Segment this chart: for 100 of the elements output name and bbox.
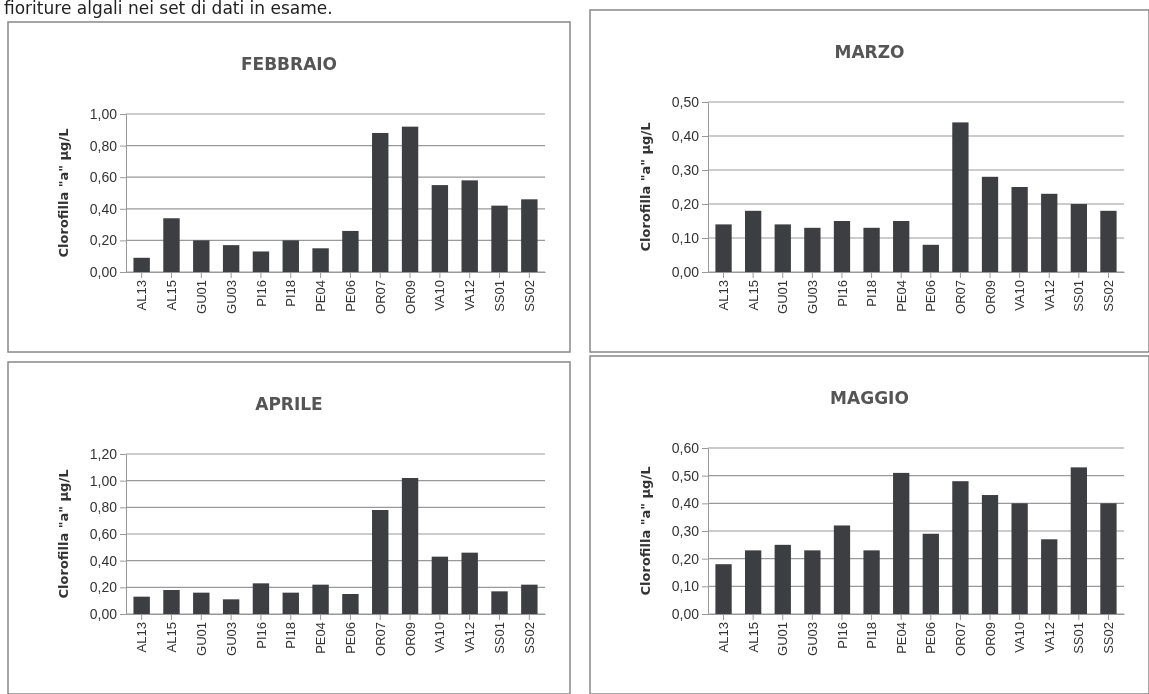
x-tick-label: PE06 [923, 280, 939, 312]
y-tick-label: 0,20 [89, 232, 118, 249]
x-tick-label: SS02 [1101, 622, 1117, 654]
bar [981, 495, 999, 614]
bar [1011, 187, 1028, 272]
chart-title: FEBBRAIO [240, 54, 338, 74]
bar [342, 230, 359, 272]
bar [893, 472, 910, 614]
x-tick-label: OR09 [982, 280, 998, 314]
y-axis-title: Clorofilla "a" µg/L [638, 122, 653, 252]
bar [952, 122, 969, 272]
x-tick-label: VA10 [432, 622, 448, 653]
bar [193, 240, 210, 272]
bar [491, 591, 508, 614]
y-tick-label: 0,60 [671, 439, 700, 456]
bar [222, 599, 240, 614]
x-tick-label: SS01 [1071, 280, 1087, 312]
x-tick-label: GU03 [804, 280, 820, 314]
x-tick-label: PI16 [834, 622, 850, 649]
bar [922, 244, 939, 272]
bar [863, 550, 880, 614]
bar [922, 533, 939, 614]
x-tick-label: OR09 [982, 622, 998, 656]
x-tick-label: PE04 [313, 280, 329, 312]
x-tick-label: PI18 [283, 622, 299, 649]
y-tick-label: 0,40 [671, 127, 700, 144]
x-tick-label: GU01 [193, 622, 209, 656]
y-tick-label: 0,80 [89, 499, 118, 516]
y-tick-label: 0,80 [89, 137, 118, 154]
x-tick-label: SS01 [492, 280, 508, 312]
bar [1100, 503, 1117, 614]
x-tick-label: VA12 [462, 622, 478, 653]
bar [133, 257, 150, 272]
y-tick-label: 0,40 [89, 552, 118, 569]
x-tick-label: VA10 [1012, 280, 1028, 311]
x-tick-label: SS01 [1071, 622, 1087, 654]
x-tick-label: AL13 [134, 622, 150, 653]
x-tick-label: SS02 [521, 622, 537, 654]
bar [431, 185, 449, 272]
y-tick-label: 0,40 [671, 495, 700, 512]
x-tick-label: PI16 [253, 622, 269, 649]
bar [193, 592, 210, 614]
x-tick-label: GU01 [775, 622, 791, 656]
x-tick-label: AL15 [164, 622, 180, 653]
x-tick-label: PE04 [313, 622, 329, 654]
y-tick-label: 0,10 [671, 578, 700, 595]
x-tick-label: PI18 [864, 622, 880, 649]
x-tick-label: GU01 [193, 280, 209, 314]
x-tick-label: PI16 [834, 280, 850, 307]
bar [372, 132, 389, 272]
y-tick-label: 0,30 [671, 522, 700, 539]
bar [252, 251, 270, 272]
bar [401, 126, 419, 272]
x-tick-label: PI18 [283, 280, 299, 307]
x-tick-label: GU03 [223, 622, 239, 656]
text: fioriture algali nei set di dati in esame. [4, 0, 333, 18]
bar [1041, 539, 1058, 614]
bar [1070, 467, 1087, 614]
y-tick-label: 0,00 [671, 605, 700, 622]
bar [431, 556, 449, 614]
y-tick-label: 0,00 [671, 263, 700, 280]
y-tick-label: 0,40 [89, 200, 118, 217]
bar [774, 224, 791, 272]
y-tick-label: 0,00 [89, 263, 118, 280]
x-tick-label: GU01 [775, 280, 791, 314]
x-tick-label: AL13 [716, 622, 732, 653]
bar [804, 227, 821, 272]
y-tick-label: 0,30 [671, 161, 700, 178]
chart-title: MAGGIO [830, 388, 909, 408]
x-tick-label: PI18 [864, 280, 880, 307]
bar [1011, 503, 1028, 614]
x-tick-label: VA12 [462, 280, 478, 311]
bar [133, 596, 150, 614]
y-axis-title: Clorofilla "a" µg/L [638, 466, 653, 596]
x-tick-label: PE04 [893, 622, 909, 654]
chart-title: APRILE [255, 394, 323, 414]
y-axis-title: Clorofilla "a" µg/L [56, 469, 71, 599]
bar [774, 544, 791, 614]
bar [372, 510, 389, 614]
y-tick-label: 0,20 [671, 550, 700, 567]
y-tick-label: 0,50 [671, 93, 700, 110]
bar [401, 478, 419, 614]
x-tick-label: OR07 [952, 280, 968, 314]
x-tick-label: AL13 [134, 280, 150, 311]
y-tick-label: 1,00 [89, 105, 118, 122]
bar [342, 594, 359, 614]
bar [282, 592, 299, 614]
x-tick-label: AL15 [745, 280, 761, 311]
bar [893, 221, 910, 272]
bar [863, 227, 880, 272]
bar [745, 550, 762, 614]
bar [252, 583, 270, 614]
y-tick-label: 0,20 [671, 195, 700, 212]
x-tick-label: OR07 [952, 622, 968, 656]
x-tick-label: GU03 [223, 280, 239, 314]
x-tick-label: GU03 [804, 622, 820, 656]
bar [1100, 210, 1117, 272]
bar [833, 221, 851, 272]
x-tick-label: OR09 [402, 622, 418, 656]
y-tick-label: 0,20 [89, 579, 118, 596]
